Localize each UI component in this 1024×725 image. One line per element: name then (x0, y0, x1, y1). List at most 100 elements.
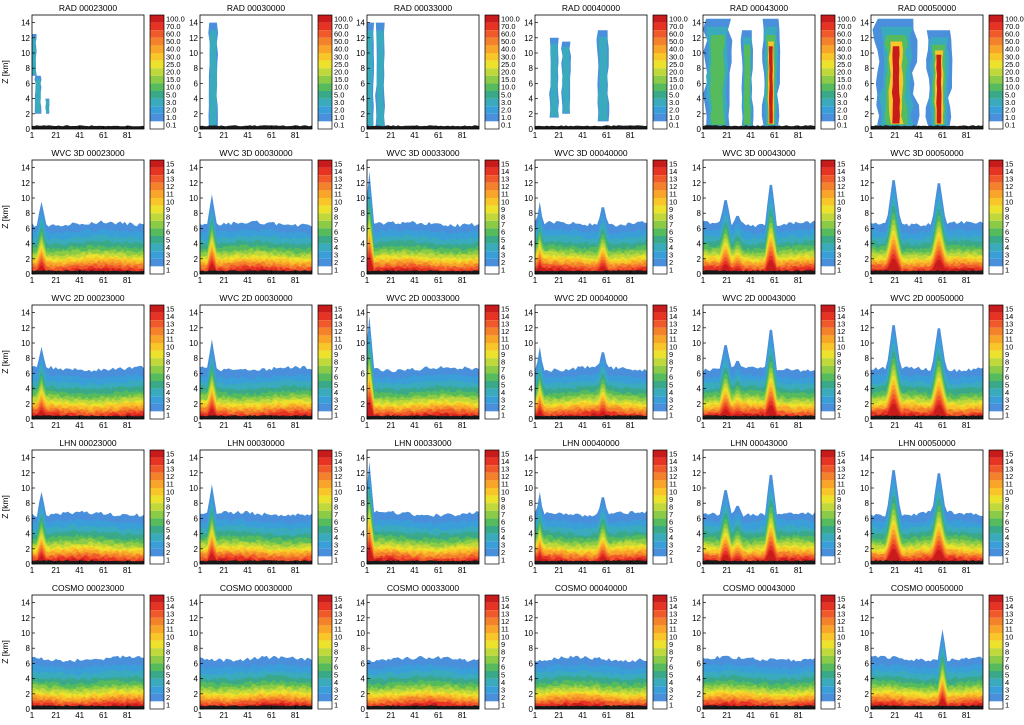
colorbar-label: 7 (1005, 510, 1009, 519)
y-tick-label: 6 (361, 514, 366, 523)
x-tick-label: 21 (554, 131, 563, 140)
x-tick-label: 61 (99, 421, 108, 430)
y-tick-label: 0 (529, 125, 534, 134)
y-tick-label: 4 (26, 675, 31, 684)
colorbar-label: 13 (669, 610, 677, 619)
y-tick-label: 0 (361, 270, 366, 279)
x-tick-label: 21 (554, 566, 563, 575)
colorbar-swatch (150, 22, 164, 31)
colorbar-label: 4 (166, 678, 170, 687)
y-tick-label: 8 (529, 64, 534, 73)
colorbar-label: 5 (334, 525, 338, 534)
colorbar-swatch (821, 320, 835, 328)
y-tick-label: 0 (194, 415, 199, 424)
colorbar-swatch (485, 175, 499, 183)
y-tick-label: 8 (361, 64, 366, 73)
colorbar-swatch (653, 350, 667, 359)
panel-title: WVC 3D 00033000 (386, 148, 460, 158)
colorbar-label: 4 (501, 388, 505, 397)
colorbar-label: 3 (501, 541, 505, 550)
panel-title: LHN 00050000 (898, 438, 955, 448)
colorbar-swatch (989, 305, 1003, 313)
y-tick-label: 4 (529, 95, 534, 104)
colorbar-label: 3 (1005, 541, 1009, 550)
y-tick-label: 6 (865, 79, 870, 88)
colorbar-swatch (653, 671, 667, 679)
colorbar-frame (988, 594, 1004, 710)
colorbar-label: 50.0 (1005, 37, 1020, 46)
colorbar-label: 50.0 (837, 37, 852, 46)
colorbar-label: 1 (166, 701, 170, 710)
contour-layer (871, 258, 983, 274)
colorbar-label: 13 (1005, 320, 1013, 329)
colorbar-label: 50.0 (334, 37, 349, 46)
y-tick-label: 2 (865, 255, 870, 264)
x-tick-label: 1 (869, 131, 874, 140)
colorbar-swatch (150, 160, 164, 168)
y-tick-label: 6 (361, 79, 366, 88)
y-tick-label: 2 (529, 255, 534, 264)
plot-area (32, 15, 144, 129)
colorbar-swatch (653, 358, 667, 366)
x-tick-label: 41 (410, 421, 419, 430)
contour-layer (367, 541, 479, 564)
colorbar-label: 15 (334, 594, 342, 603)
colorbar-swatch (485, 526, 499, 534)
y-tick-label: 10 (860, 629, 869, 638)
colorbar-label: 12 (334, 472, 342, 481)
colorbar-label: 14 (501, 457, 509, 466)
colorbar-swatch (821, 167, 835, 176)
colorbar-label: 1 (334, 266, 338, 275)
x-tick-label: 81 (291, 131, 300, 140)
colorbar-label: 3 (1005, 251, 1009, 260)
y-tick-label: 12 (860, 469, 869, 478)
colorbar-swatch (318, 198, 332, 206)
colorbar-swatch (653, 411, 667, 419)
colorbar-label: 14 (837, 457, 845, 466)
colorbar-swatch (485, 655, 499, 664)
y-tick-label: 4 (697, 95, 702, 104)
x-tick-label: 81 (626, 131, 635, 140)
colorbar-swatch (653, 98, 667, 107)
colorbar-label: 9 (501, 640, 505, 649)
colorbar-swatch (150, 205, 164, 214)
x-tick-label: 21 (554, 711, 563, 720)
colorbar-swatch (318, 678, 332, 687)
colorbar-swatch (150, 251, 164, 259)
colorbar-swatch (821, 610, 835, 618)
x-tick-label: 21 (554, 276, 563, 285)
colorbar-label: 11 (837, 625, 845, 634)
colorbar-label: 1 (501, 556, 505, 565)
colorbar-swatch (485, 678, 499, 687)
colorbar-swatch (989, 106, 1003, 114)
colorbar-label: 7 (1005, 365, 1009, 374)
colorbar-label: 2.0 (334, 106, 344, 115)
colorbar-label: 9 (669, 205, 673, 214)
colorbar-label: 4 (837, 388, 841, 397)
echo-cell (550, 43, 558, 117)
x-tick-label: 61 (99, 711, 108, 720)
colorbar-label: 2 (837, 258, 841, 267)
colorbar-swatch (150, 30, 164, 38)
y-tick-label: 10 (356, 194, 365, 203)
x-tick-label: 81 (291, 276, 300, 285)
colorbar-swatch (989, 190, 1003, 198)
colorbar-swatch (989, 98, 1003, 107)
colorbar-swatch (150, 472, 164, 481)
colorbar-swatch (150, 602, 164, 611)
colorbar-swatch (318, 663, 332, 671)
colorbar-swatch (989, 617, 1003, 626)
colorbar-swatch (318, 510, 332, 519)
colorbar-label: 5.0 (501, 90, 511, 99)
colorbar-swatch (485, 198, 499, 206)
contour-fill (703, 474, 815, 564)
plot-frame (366, 14, 480, 130)
echo-cell (32, 37, 36, 75)
colorbar-label: 20.0 (501, 68, 516, 77)
y-tick-label: 0 (26, 270, 31, 279)
colorbar-swatch (653, 678, 667, 687)
y-tick-label: 10 (189, 629, 198, 638)
plot-frame (199, 449, 313, 565)
colorbar-swatch (989, 327, 1003, 336)
y-tick-label: 8 (194, 64, 199, 73)
